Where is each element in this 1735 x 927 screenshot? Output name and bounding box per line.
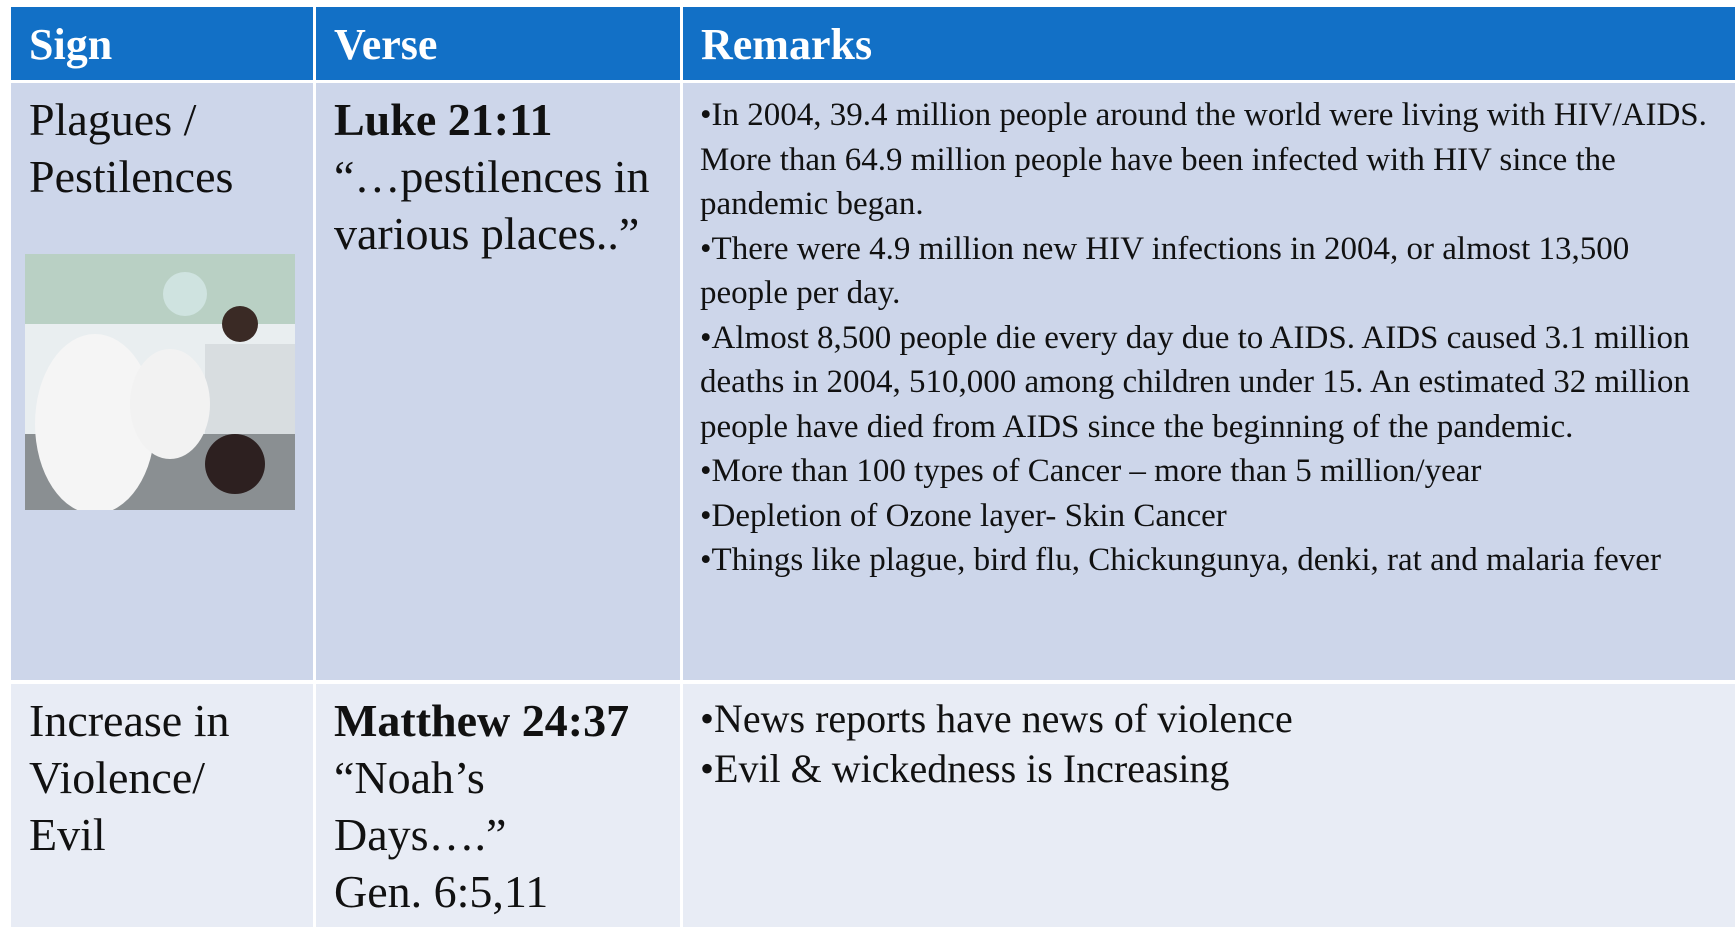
page: {"table": { "header": ["Sign", "Verse", …	[0, 0, 1735, 927]
remark: •Evil & wickedness is Increasing	[700, 744, 1725, 794]
remark: •In 2004, 39.4 million people around the…	[700, 93, 1725, 227]
remark: •Almost 8,500 people die every day due t…	[700, 316, 1725, 450]
sign-cell: Increase in Violence/ Evil	[11, 684, 313, 927]
sign-text: Plagues / Pestilences	[29, 91, 269, 205]
verse-ref: Matthew 24:37	[334, 692, 662, 749]
remark: •More than 100 types of Cancer – more th…	[700, 449, 1725, 494]
header-cell: Remarks	[683, 7, 1735, 80]
remark: •Things like plague, bird flu, Chickungu…	[700, 538, 1725, 583]
verse-cell: Matthew 24:37 “Noah’s Days….” Gen. 6:5,1…	[316, 684, 680, 927]
header-cell: Verse	[316, 7, 680, 80]
remarks-cell: •In 2004, 39.4 million people around the…	[683, 83, 1735, 680]
verse-cell: Luke 21:11 “…pestilences in various plac…	[316, 83, 680, 680]
verse-ref: Luke 21:11	[334, 91, 662, 148]
header-cell: Sign	[11, 7, 313, 80]
verse-text: “…pestilences in various places..”	[334, 148, 662, 262]
photo	[25, 254, 295, 510]
remark: •There were 4.9 million new HIV infectio…	[700, 227, 1725, 316]
remark: •Depletion of Ozone layer- Skin Cancer	[700, 494, 1725, 539]
verse-text: “Noah’s Days….”	[334, 749, 524, 863]
sign-text: Increase in Violence/ Evil	[29, 692, 279, 863]
verse-text: Gen. 6:5,11	[334, 863, 662, 920]
remark: •News reports have news of violence	[700, 694, 1725, 744]
remarks-cell: •News reports have news of violence •Evi…	[683, 684, 1735, 927]
